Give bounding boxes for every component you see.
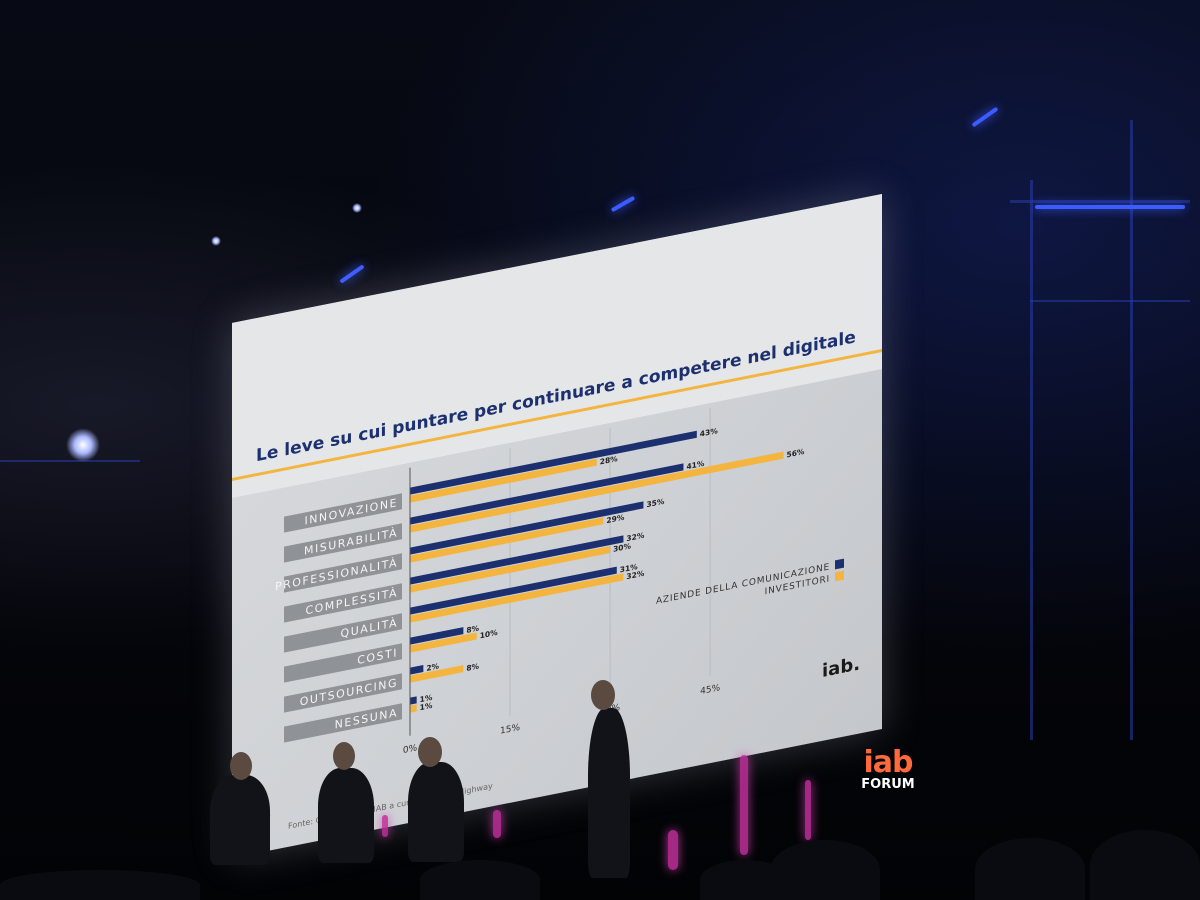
iab-forum-logo-forum: FORUM [861,777,915,792]
data-label: 1% [420,693,433,705]
data-label: 30% [613,541,631,554]
bar-aziende [410,566,617,615]
presenter [588,708,630,878]
panelist-head [418,737,442,767]
bar-investitori [410,573,624,623]
bar-aziende [410,696,417,705]
bar-aziende [410,430,697,495]
category-label-box [284,613,402,653]
data-label: 32% [626,531,644,544]
bar-chart: 0%15%30%45%INNOVAZIONE43%28%MISURABILITÀ… [275,408,844,756]
panelist [318,768,374,863]
panelist-head [230,752,252,780]
category-label-box [284,643,402,683]
panelist-head [333,742,355,770]
panelist [408,762,464,862]
bar-investitori [410,545,611,593]
spotlight [352,203,362,213]
category-label: NESSUNA [335,706,398,731]
category-label-box [284,553,402,593]
data-label: 8% [466,661,479,673]
neon-decoration [668,830,678,870]
data-label: 32% [626,569,644,582]
spotlight [211,236,221,246]
stage-truss [0,460,140,462]
legend-swatch [835,570,844,582]
projection-screen: Le leve su cui puntare per continuare a … [232,194,882,859]
category-label-box [284,523,402,563]
category-label-box [284,673,402,713]
bar-investitori [410,451,784,533]
bar-aziende [410,627,464,645]
iab-forum-logo: iab FORUM [858,748,918,792]
neon-decoration [805,780,811,840]
data-label: 31% [620,562,638,575]
bar-aziende [410,535,624,585]
iab-forum-logo-iab: iab [863,745,913,780]
x-tick-label: 15% [500,723,520,737]
bar-investitori [410,632,477,653]
data-label: 8% [466,623,479,635]
data-label: 2% [426,661,439,673]
data-label: 28% [600,454,618,467]
data-label: 10% [480,628,498,641]
data-label: 56% [787,447,805,460]
x-tick-label: 45% [700,683,720,697]
stage-truss [1130,120,1133,740]
category-label-box [284,583,402,623]
audience [0,870,200,900]
spotlight [66,428,100,462]
neon-decoration [493,810,501,838]
bar-aziende [410,501,644,555]
neon-decoration [382,815,388,837]
data-label: 35% [646,497,664,510]
data-label: 1% [420,701,433,713]
category-label-box [284,493,402,533]
x-tick-label: 0% [403,743,418,756]
category-label-box [284,703,402,743]
bar-investitori [410,517,604,563]
audience [1090,830,1200,900]
audience [420,860,540,900]
bar-aziende [410,463,684,525]
neon-decoration [740,755,748,855]
bar-aziende [410,665,424,675]
panelist [210,775,270,865]
bar-investitori [410,704,417,713]
audience [770,840,880,900]
category-label: COMPLESSITÀ [305,586,398,617]
stage-truss [1030,180,1033,740]
stage-truss [1010,200,1190,203]
bar-investitori [410,665,464,683]
stage-light-strip [1035,205,1185,209]
presenter-head [591,680,615,710]
bar-investitori [410,458,597,503]
data-label: 29% [606,513,624,526]
audience [975,838,1085,900]
stage-truss [1030,300,1190,302]
data-label: 43% [700,426,718,439]
legend-swatch [835,558,844,570]
